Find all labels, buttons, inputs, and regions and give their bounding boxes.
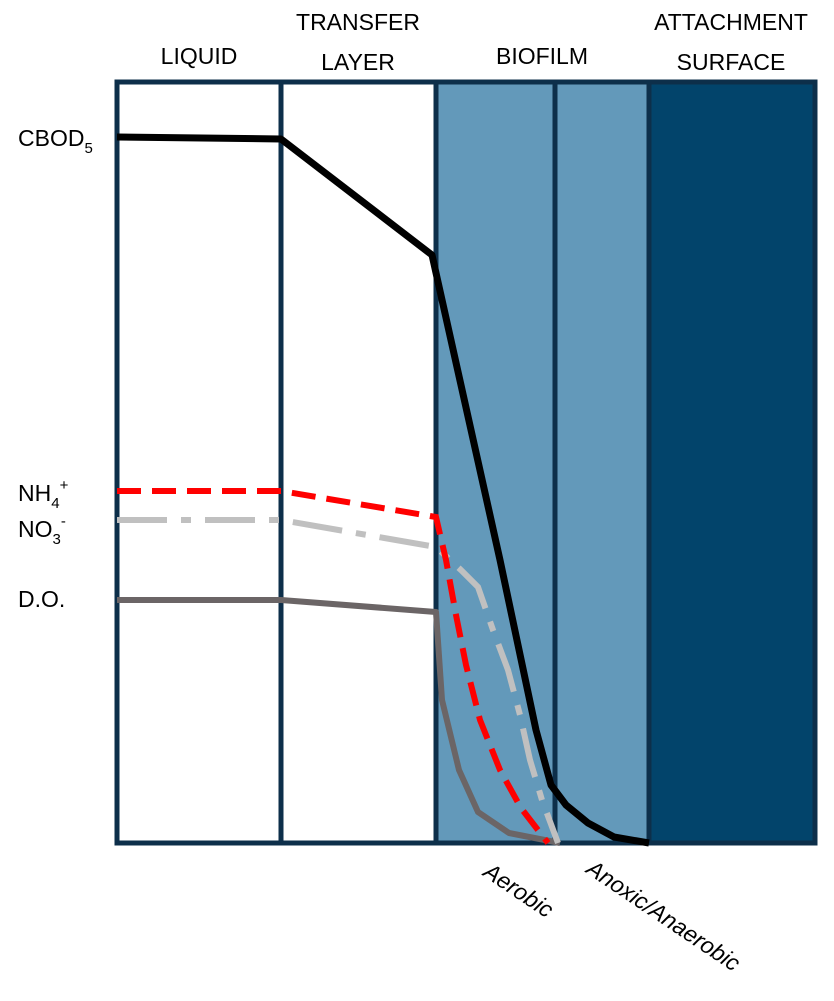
biofilm-anoxic-region <box>555 82 649 843</box>
nh4-curve <box>117 488 551 845</box>
cbod5-subscript: 5 <box>84 140 92 157</box>
label-cbod5: CBOD5 <box>18 125 93 157</box>
label-nh4: NH4+ <box>18 477 69 512</box>
no3-main: NO <box>18 516 53 542</box>
header-liquid: LIQUID <box>161 43 238 69</box>
attachment-surface-region <box>649 82 815 843</box>
no3-superscript: - <box>61 513 66 530</box>
header-biofilm: BIOFILM <box>496 43 588 69</box>
label-do: D.O. <box>18 586 65 612</box>
liquid-region <box>117 82 281 843</box>
do-curve <box>117 597 561 846</box>
header-transfer-line1: TRANSFER <box>296 9 420 35</box>
cbod5-curve <box>116 133 650 847</box>
header-attachment-line1: ATTACHMENT <box>654 9 808 35</box>
header-transfer-line2: LAYER <box>321 49 395 75</box>
label-no3: NO3- <box>18 513 66 548</box>
nh4-main: NH <box>18 480 51 506</box>
nh4-subscript: 4 <box>51 495 59 512</box>
no3-curve <box>117 517 561 845</box>
no3-subscript: 3 <box>53 531 61 548</box>
transfer-layer-region <box>281 82 436 843</box>
zone-aerobic-label: Aerobic <box>478 856 559 923</box>
header-attachment-line2: SURFACE <box>677 49 786 75</box>
region-outlines <box>114 79 818 846</box>
zone-anoxic-label: Anoxic/Anaerobic <box>581 853 746 976</box>
nh4-superscript: + <box>60 477 69 494</box>
cbod5-main: CBOD <box>18 125 84 151</box>
